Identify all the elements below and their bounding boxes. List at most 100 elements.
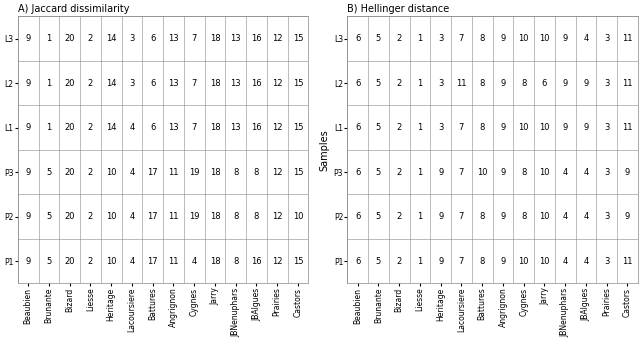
Text: 10: 10 bbox=[106, 257, 116, 266]
Text: 6: 6 bbox=[355, 123, 360, 132]
Text: 7: 7 bbox=[459, 34, 464, 43]
Text: 3: 3 bbox=[604, 123, 609, 132]
Text: 18: 18 bbox=[210, 168, 220, 177]
Text: 5: 5 bbox=[46, 212, 51, 221]
Text: 10: 10 bbox=[539, 34, 550, 43]
Text: 3: 3 bbox=[438, 123, 444, 132]
Text: 18: 18 bbox=[210, 79, 220, 88]
Text: 13: 13 bbox=[168, 79, 178, 88]
Text: 8: 8 bbox=[521, 212, 526, 221]
Text: 7: 7 bbox=[191, 79, 197, 88]
Text: 5: 5 bbox=[376, 257, 381, 266]
Text: 3: 3 bbox=[604, 212, 609, 221]
Text: 9: 9 bbox=[26, 212, 31, 221]
Text: 10: 10 bbox=[539, 168, 550, 177]
Text: 1: 1 bbox=[417, 34, 422, 43]
Text: 9: 9 bbox=[500, 212, 505, 221]
Text: 10: 10 bbox=[539, 123, 550, 132]
Text: 11: 11 bbox=[456, 79, 467, 88]
Text: 6: 6 bbox=[355, 212, 360, 221]
Text: 9: 9 bbox=[438, 257, 444, 266]
Text: 9: 9 bbox=[500, 34, 505, 43]
Text: 2: 2 bbox=[88, 168, 93, 177]
Text: 1: 1 bbox=[46, 34, 51, 43]
Text: 1: 1 bbox=[417, 257, 422, 266]
Text: 17: 17 bbox=[148, 212, 158, 221]
Text: 15: 15 bbox=[293, 79, 303, 88]
Text: 11: 11 bbox=[168, 168, 178, 177]
Text: 9: 9 bbox=[26, 34, 31, 43]
Text: 2: 2 bbox=[397, 168, 402, 177]
Text: 9: 9 bbox=[500, 257, 505, 266]
Text: 7: 7 bbox=[459, 212, 464, 221]
Text: 4: 4 bbox=[129, 212, 135, 221]
Text: 4: 4 bbox=[584, 257, 589, 266]
Text: 2: 2 bbox=[88, 257, 93, 266]
Text: 18: 18 bbox=[210, 212, 220, 221]
Text: 1: 1 bbox=[417, 212, 422, 221]
Text: 2: 2 bbox=[397, 212, 402, 221]
Text: 16: 16 bbox=[251, 123, 262, 132]
Text: 10: 10 bbox=[519, 257, 529, 266]
Text: 1: 1 bbox=[417, 79, 422, 88]
Text: 8: 8 bbox=[521, 79, 526, 88]
Text: 7: 7 bbox=[459, 123, 464, 132]
Text: 9: 9 bbox=[438, 212, 444, 221]
Text: 6: 6 bbox=[150, 34, 155, 43]
Text: 2: 2 bbox=[397, 257, 402, 266]
Text: 9: 9 bbox=[562, 79, 568, 88]
Text: 11: 11 bbox=[622, 79, 633, 88]
Text: 8: 8 bbox=[254, 168, 259, 177]
Text: 3: 3 bbox=[604, 257, 609, 266]
Text: 10: 10 bbox=[106, 212, 116, 221]
Text: 10: 10 bbox=[293, 212, 303, 221]
Text: 10: 10 bbox=[477, 168, 487, 177]
Text: 8: 8 bbox=[254, 212, 259, 221]
Text: 9: 9 bbox=[625, 212, 630, 221]
Text: 19: 19 bbox=[189, 212, 200, 221]
Text: 15: 15 bbox=[293, 168, 303, 177]
Text: 13: 13 bbox=[230, 123, 241, 132]
Text: 8: 8 bbox=[480, 212, 485, 221]
Text: 6: 6 bbox=[355, 79, 360, 88]
Text: 4: 4 bbox=[129, 168, 135, 177]
Text: 2: 2 bbox=[397, 123, 402, 132]
Text: 10: 10 bbox=[519, 34, 529, 43]
Text: 1: 1 bbox=[46, 79, 51, 88]
Text: 9: 9 bbox=[26, 168, 31, 177]
Text: 19: 19 bbox=[189, 168, 200, 177]
Text: 5: 5 bbox=[376, 34, 381, 43]
Text: 17: 17 bbox=[148, 257, 158, 266]
Text: 13: 13 bbox=[168, 34, 178, 43]
Text: 6: 6 bbox=[150, 123, 155, 132]
Text: 18: 18 bbox=[210, 257, 220, 266]
Text: 8: 8 bbox=[233, 212, 238, 221]
Text: 17: 17 bbox=[148, 168, 158, 177]
Text: 2: 2 bbox=[88, 34, 93, 43]
Text: 4: 4 bbox=[584, 212, 589, 221]
Text: 11: 11 bbox=[622, 34, 633, 43]
Text: 4: 4 bbox=[584, 34, 589, 43]
Text: 5: 5 bbox=[376, 212, 381, 221]
Text: 16: 16 bbox=[251, 257, 262, 266]
Text: 9: 9 bbox=[500, 79, 505, 88]
Text: 3: 3 bbox=[438, 79, 444, 88]
Text: 14: 14 bbox=[106, 79, 116, 88]
Text: 9: 9 bbox=[26, 123, 31, 132]
Text: 6: 6 bbox=[542, 79, 547, 88]
Text: 8: 8 bbox=[233, 168, 238, 177]
Text: 15: 15 bbox=[293, 123, 303, 132]
Text: 20: 20 bbox=[64, 168, 75, 177]
Text: 10: 10 bbox=[539, 212, 550, 221]
Text: 11: 11 bbox=[622, 123, 633, 132]
Text: 2: 2 bbox=[88, 79, 93, 88]
Text: 7: 7 bbox=[191, 123, 197, 132]
Text: B) Hellinger distance: B) Hellinger distance bbox=[347, 4, 449, 14]
Text: 4: 4 bbox=[584, 168, 589, 177]
Text: 20: 20 bbox=[64, 34, 75, 43]
Text: 5: 5 bbox=[376, 168, 381, 177]
Text: 4: 4 bbox=[562, 212, 568, 221]
Text: 7: 7 bbox=[459, 257, 464, 266]
Text: 7: 7 bbox=[459, 168, 464, 177]
Text: 18: 18 bbox=[210, 34, 220, 43]
